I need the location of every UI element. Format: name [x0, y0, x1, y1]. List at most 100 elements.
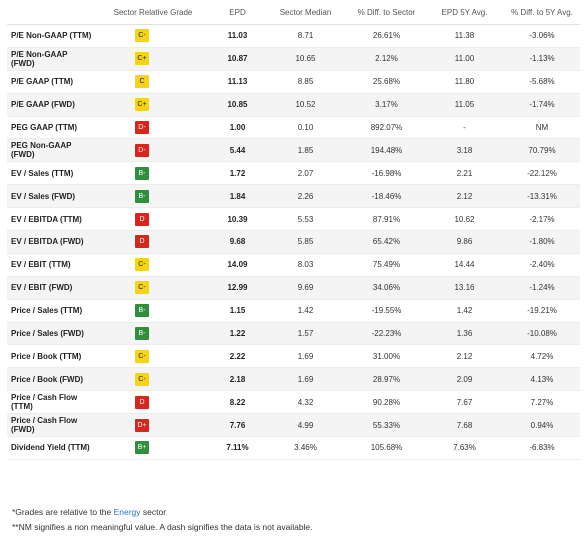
grade-badge: C — [135, 75, 149, 89]
diff-to-sector-value: 65.42% — [348, 230, 425, 254]
epd-5y-avg-value: 10.62 — [425, 207, 504, 232]
epd-5y-avg-value: 7.68 — [425, 413, 504, 438]
grade-cell: D — [94, 390, 212, 415]
footnotes: *Grades are relative to the Energy secto… — [12, 505, 313, 535]
grade-cell: C- — [94, 344, 212, 369]
diff-to-5y-avg-value: 4.72% — [504, 344, 580, 369]
header-diff-to-5y-avg[interactable]: % Diff. to 5Y Avg. — [504, 0, 580, 25]
table-row: Price / Sales (FWD) B- 1.22 1.57 -22.23% 1.36… — [7, 322, 580, 346]
metric-name: EV / EBITDA (FWD) — [7, 230, 94, 254]
diff-to-sector-value: 87.91% — [348, 207, 425, 232]
diff-to-sector-value: -18.46% — [348, 184, 425, 209]
grade-badge: C- — [135, 372, 149, 386]
diff-to-sector-value: -22.23% — [348, 322, 425, 346]
header-diff-to-sector[interactable]: % Diff. to Sector — [348, 0, 425, 25]
epd-5y-avg-value: 11.80 — [425, 70, 504, 94]
header-epd[interactable]: EPD — [212, 0, 263, 25]
sector-median-value: 1.57 — [263, 322, 348, 346]
sector-link[interactable]: Energy — [113, 507, 141, 517]
table-row: EV / Sales (TTM) B- 1.72 2.07 -16.98% 2.21 -22… — [7, 161, 580, 186]
sector-median-value: 4.99 — [263, 413, 348, 438]
diff-to-5y-avg-value: -2.40% — [504, 253, 580, 277]
epd-value: 7.11% — [212, 436, 263, 460]
diff-to-sector-value: 55.33% — [348, 413, 425, 438]
metric-name: PEG Non-GAAP (FWD) — [7, 138, 94, 163]
diff-to-sector-value: 34.06% — [348, 276, 425, 300]
grade-badge: B+ — [135, 441, 149, 455]
diff-to-sector-value: 90.28% — [348, 390, 425, 415]
sector-median-value: 1.69 — [263, 344, 348, 369]
grade-cell: B- — [94, 161, 212, 186]
sector-median-value: 4.32 — [263, 390, 348, 415]
metric-name: Price / Cash Flow (FWD) — [7, 413, 94, 438]
grade-badge: D — [135, 212, 149, 226]
epd-5y-avg-value: 1.36 — [425, 322, 504, 346]
grade-cell: C- — [94, 24, 212, 48]
grade-cell: D- — [94, 116, 212, 140]
grade-badge: C- — [135, 349, 149, 363]
grade-badge: C- — [135, 258, 149, 272]
diff-to-5y-avg-value: -6.83% — [504, 436, 580, 460]
grade-cell: C- — [94, 367, 212, 392]
epd-value: 2.18 — [212, 367, 263, 392]
table-row: EV / Sales (FWD) B- 1.84 2.26 -18.46% 2.12 -13… — [7, 184, 580, 209]
sector-median-value: 2.07 — [263, 161, 348, 186]
diff-to-sector-value: 105.68% — [348, 436, 425, 460]
epd-value: 7.76 — [212, 413, 263, 438]
grade-cell: D- — [94, 138, 212, 163]
sector-median-value: 5.53 — [263, 207, 348, 232]
footnote-grades: *Grades are relative to the Energy secto… — [12, 505, 313, 520]
grade-badge: C+ — [135, 98, 149, 112]
header-epd-5y-avg[interactable]: EPD 5Y Avg. — [425, 0, 504, 25]
diff-to-5y-avg-value: -10.08% — [504, 322, 580, 346]
metric-name: EV / Sales (TTM) — [7, 161, 94, 186]
diff-to-5y-avg-value: -1.80% — [504, 230, 580, 254]
metric-name: EV / EBITDA (TTM) — [7, 207, 94, 232]
table-row: Price / Cash Flow (FWD) D+ 7.76 4.99 55.33% 7… — [7, 413, 580, 438]
grade-cell: D+ — [94, 413, 212, 438]
diff-to-sector-value: 25.68% — [348, 70, 425, 94]
sector-median-value: 1.69 — [263, 367, 348, 392]
footnote-nm: **NM signifies a non meaningful value. A… — [12, 522, 313, 532]
table-row: PEG GAAP (TTM) D- 1.00 0.10 892.07% - NM — [7, 116, 580, 140]
diff-to-5y-avg-value: 0.94% — [504, 413, 580, 438]
table-header-row: Sector Relative Grade EPD Sector Median … — [7, 0, 580, 25]
epd-value: 14.09 — [212, 253, 263, 277]
table-row: P/E GAAP (FWD) C+ 10.85 10.52 3.17% 11.05 -1.7… — [7, 93, 580, 117]
diff-to-5y-avg-value: -3.06% — [504, 24, 580, 48]
epd-5y-avg-value: 11.38 — [425, 24, 504, 48]
header-sector-relative-grade[interactable]: Sector Relative Grade — [94, 0, 212, 25]
metric-name: PEG GAAP (TTM) — [7, 116, 94, 140]
table-row: PEG Non-GAAP (FWD) D- 5.44 1.85 194.48% 3.18 7… — [7, 138, 580, 163]
diff-to-5y-avg-value: 70.79% — [504, 138, 580, 163]
epd-5y-avg-value: 9.86 — [425, 230, 504, 254]
table-row: P/E Non-GAAP (TTM) C- 11.03 8.71 26.61% 11.38… — [7, 24, 580, 48]
metric-name: Price / Sales (FWD) — [7, 322, 94, 346]
table-body: P/E Non-GAAP (TTM) C- 11.03 8.71 26.61% 11.38… — [7, 24, 580, 460]
table-row: P/E Non-GAAP (FWD) C+ 10.87 10.65 2.12% 11.00… — [7, 47, 580, 71]
epd-value: 10.39 — [212, 207, 263, 232]
diff-to-sector-value: -19.55% — [348, 299, 425, 323]
epd-5y-avg-value: 13.16 — [425, 276, 504, 300]
grade-badge: C+ — [135, 52, 149, 66]
grade-badge: B- — [135, 189, 149, 203]
diff-to-5y-avg-value: NM — [504, 116, 580, 140]
metric-name: P/E Non-GAAP (TTM) — [7, 24, 94, 48]
epd-5y-avg-value: - — [425, 116, 504, 140]
grade-cell: C- — [94, 253, 212, 277]
diff-to-sector-value: 28.97% — [348, 367, 425, 392]
grade-badge: D — [135, 235, 149, 249]
table-row: Price / Book (TTM) C- 2.22 1.69 31.00% 2.12 4.… — [7, 344, 580, 369]
grade-badge: D- — [135, 121, 149, 134]
grade-cell: C+ — [94, 47, 212, 71]
sector-median-value: 8.71 — [263, 24, 348, 48]
header-sector-median[interactable]: Sector Median — [263, 0, 348, 25]
grade-badge: B- — [135, 166, 149, 180]
grade-cell: B- — [94, 322, 212, 346]
sector-median-value: 0.10 — [263, 116, 348, 140]
valuation-table: Sector Relative Grade EPD Sector Median … — [7, 0, 580, 460]
metric-name: Price / Book (TTM) — [7, 344, 94, 369]
diff-to-sector-value: 31.00% — [348, 344, 425, 369]
table-row: Price / Book (FWD) C- 2.18 1.69 28.97% 2.09 4.… — [7, 367, 580, 392]
